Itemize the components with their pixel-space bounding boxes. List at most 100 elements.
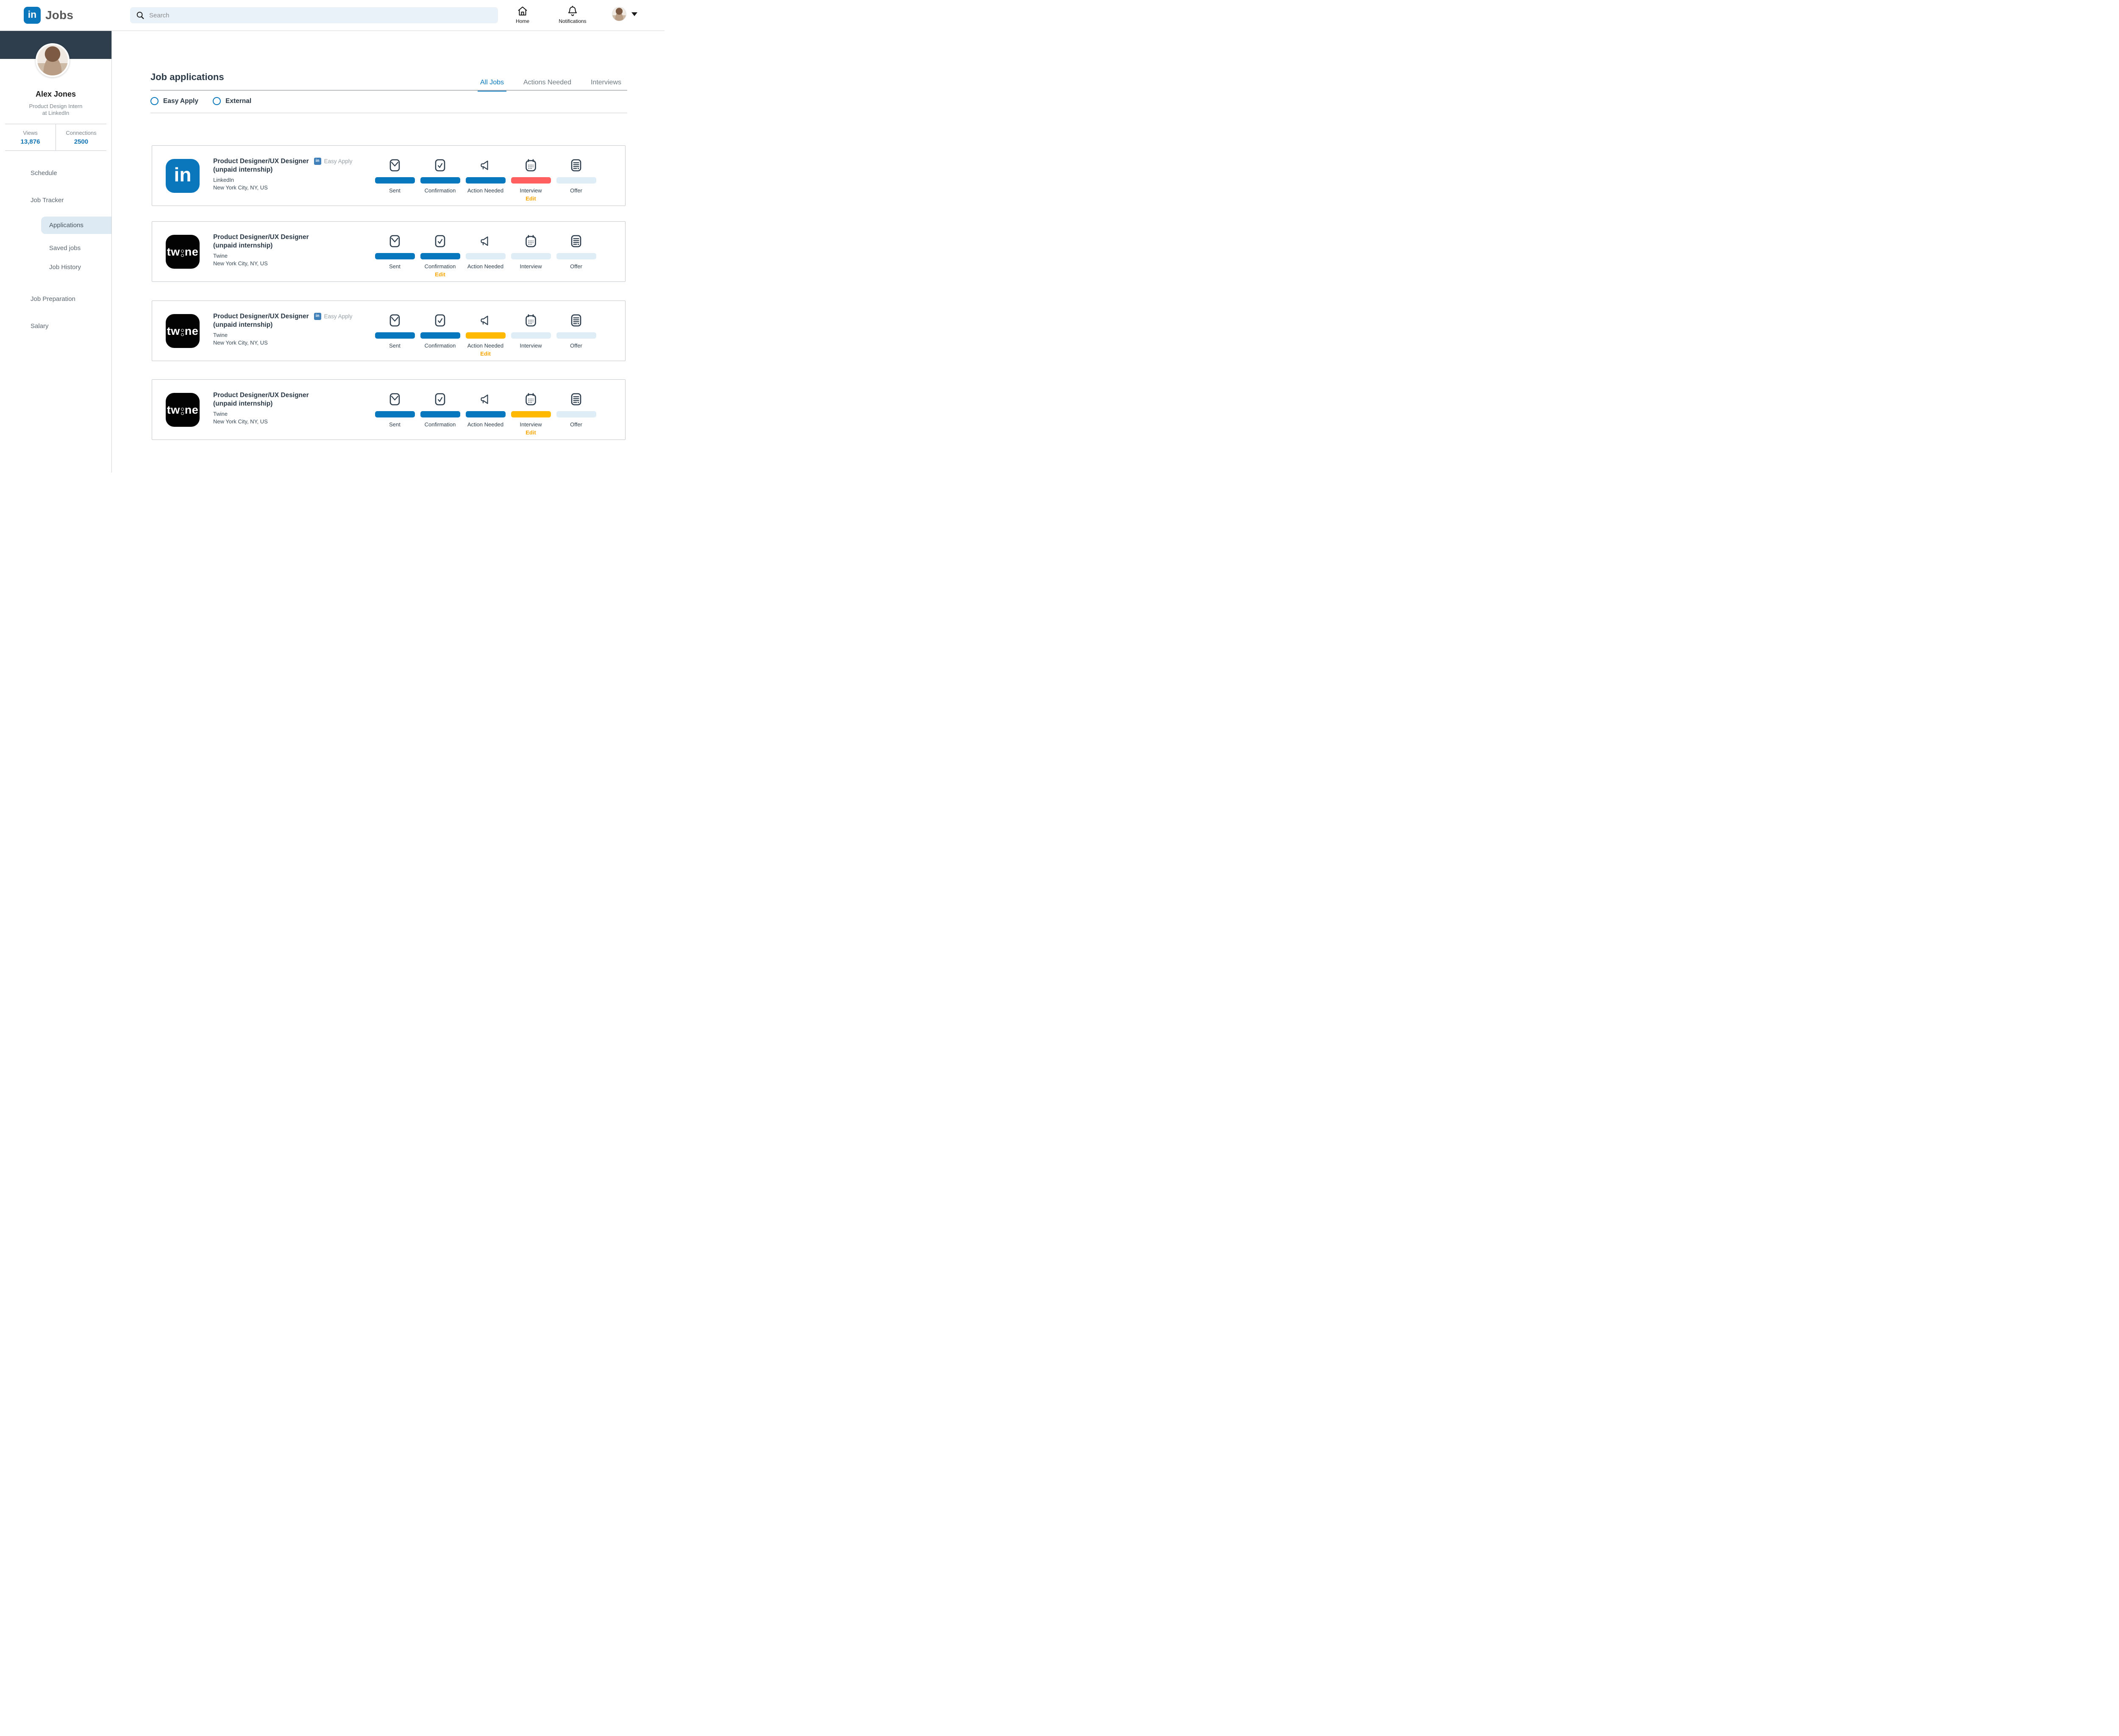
stage-interview: Interview Edit [508,146,553,206]
stage-sent: Sent Edit [372,380,417,440]
sidebar-menu-item-label: Saved jobs [49,244,81,252]
stage-progress-bar [465,253,506,259]
search-bar [130,7,498,23]
checkbox-icon [435,393,445,406]
easy-apply-badge: in Easy Apply [314,313,352,320]
stat-connections: Connections 2500 [56,124,106,150]
radio-easy-apply[interactable] [150,97,159,105]
profile-stats: Views 13,876 Connections 2500 [5,124,106,151]
calendar-icon [525,314,537,327]
sidebar-menu-item-label: Job Preparation [31,295,75,303]
twine-logo: tw ne [166,235,200,269]
stage-progress-bar [375,177,415,184]
job-title-line1: Product Designer/UX Designer [213,392,309,399]
tab-actions-needed[interactable]: Actions Needed [523,79,571,86]
dropdown-caret-icon[interactable] [631,12,637,16]
tab-all-jobs[interactable]: All Jobs [477,79,507,92]
stage-progress-bar [420,411,460,417]
sidebar-item-schedule[interactable]: Schedule [0,168,111,178]
stage-progress-bar [420,253,460,259]
stage-progress-bar [556,177,596,184]
stage-progress-bar [420,177,460,184]
stage-progress-bar [511,253,551,259]
app-title: Jobs [45,8,74,22]
stage-progress-bar [375,253,415,259]
job-title-line1: Product Designer/UX Designer [213,313,309,320]
linkedin-logo: in [166,159,200,193]
stage-interview: Interview Edit [508,222,553,281]
twine-i-dots [181,328,184,336]
stage-action-needed: Action Needed Edit [463,222,508,281]
radio-external[interactable] [213,97,221,105]
application-stages: Sent Edit Confirmation Edit Action Neede… [372,301,601,361]
job-info: Product Designer/UX Designer (unpaid int… [213,312,352,346]
nav-notifications[interactable]: Notifications [553,6,592,24]
stage-confirmation: Confirmation Edit [417,222,463,281]
sidebar-menu-item-label: Schedule [31,169,57,177]
stage-label: Action Needed [467,187,504,194]
application-stages: Sent Edit Confirmation Edit Action Neede… [372,380,601,440]
stage-sent: Sent Edit [372,146,417,206]
sidebar-item-saved-jobs[interactable]: Saved jobs [0,243,111,253]
stage-label: Sent [389,342,400,349]
stage-label: Confirmation [424,187,456,194]
sidebar-item-job-history[interactable]: Job History [0,262,111,272]
stage-edit-link[interactable]: Edit [526,195,536,202]
twine-logo: tw ne [166,393,200,427]
search-icon [136,11,145,20]
stage-label: Interview [520,342,542,349]
profile-headline: Product Design Intern at LinkedIn [0,103,111,117]
stage-edit-link[interactable]: Edit [435,271,445,278]
twine-i-dots [181,407,184,415]
job-title: Product Designer/UX Designer (unpaid int… [213,312,309,329]
sidebar: Alex Jones Product Design Intern at Link… [0,31,112,473]
tabs-divider [150,90,627,91]
stat-value[interactable]: 13,876 [20,138,40,145]
sidebar-item-applications[interactable]: Applications [41,217,111,234]
bell-icon [567,6,578,17]
stage-progress-bar [511,411,551,417]
filter-external: External [213,97,251,105]
stage-progress-bar [556,411,596,417]
job-title-line1: Product Designer/UX Designer [213,158,309,165]
company-name: Twine [213,332,228,338]
sidebar-menu: Schedule Job Tracker Applications Saved … [0,168,111,331]
avatar[interactable] [612,7,626,21]
job-application-card: tw ne Product Designer/UX Designer (unpai… [152,221,626,282]
sidebar-item-job-preparation[interactable]: Job Preparation [0,294,111,304]
stage-confirmation: Confirmation Edit [417,146,463,206]
stage-edit-link[interactable]: Edit [526,429,536,436]
stage-label: Confirmation [424,421,456,428]
stage-offer: Offer Edit [553,146,599,206]
stat-value[interactable]: 2500 [74,138,89,145]
stage-progress-bar [375,332,415,339]
profile-name: Alex Jones [35,90,76,98]
linkedin-badge-icon: in [314,313,321,320]
search-input[interactable] [149,11,492,19]
calendar-icon [525,393,537,406]
account-menu[interactable] [612,7,637,21]
stage-progress-bar [556,253,596,259]
linkedin-badge-icon: in [314,158,321,165]
stage-label: Interview [520,263,542,270]
job-title-line2: (unpaid internship) [213,166,273,173]
tab-interviews[interactable]: Interviews [590,79,621,86]
job-info: Product Designer/UX Designer (unpaid int… [213,233,309,267]
stage-action-needed: Action Needed Edit [463,146,508,206]
stage-edit-link[interactable]: Edit [480,351,491,357]
stage-confirmation: Confirmation Edit [417,301,463,361]
sidebar-item-job-tracker[interactable]: Job Tracker [0,195,111,205]
nav-home[interactable]: Home [503,6,542,24]
sidebar-item-salary[interactable]: Salary [0,321,111,331]
stage-offer: Offer Edit [553,380,599,440]
stage-progress-bar [420,332,460,339]
job-application-card: tw ne Product Designer/UX Designer (unpai… [152,300,626,361]
stage-label: Sent [389,421,400,428]
stage-offer: Offer Edit [553,301,599,361]
application-stages: Sent Edit Confirmation Edit Action Neede… [372,222,601,281]
calendar-icon [525,235,537,248]
notifications-label: Notifications [559,18,587,24]
stage-interview: Interview Edit [508,380,553,440]
stage-label: Offer [570,342,582,349]
stage-sent: Sent Edit [372,222,417,281]
